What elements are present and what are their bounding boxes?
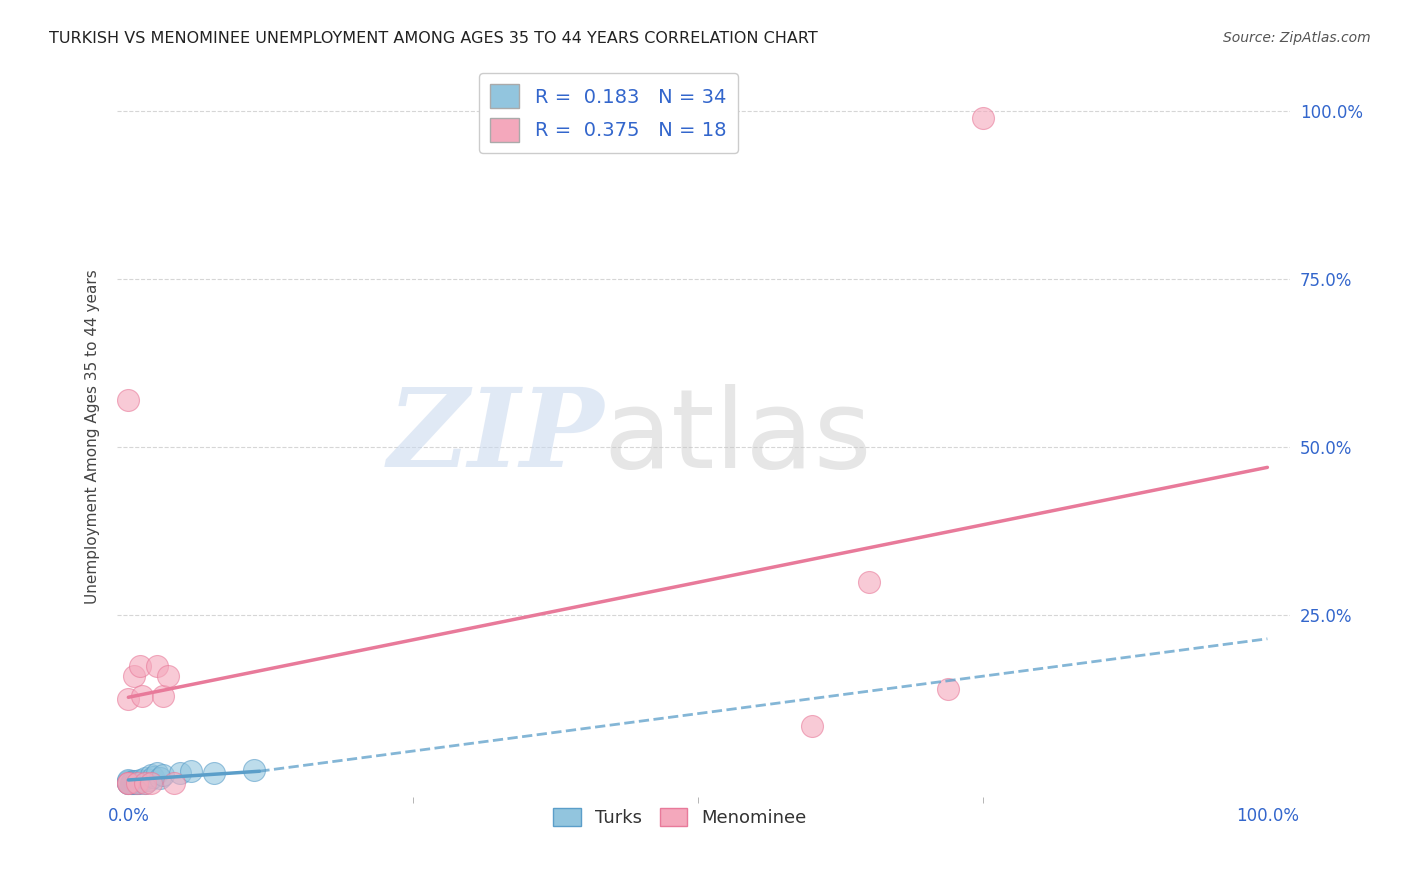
Point (131, 774, 153, 789)
Point (146, 658, 169, 673)
Text: ZIP: ZIP (387, 384, 603, 491)
Point (139, 768, 162, 782)
Legend: Turks, Menominee: Turks, Menominee (546, 801, 814, 835)
Point (128, 776, 150, 790)
Point (125, 776, 148, 790)
Point (202, 766, 225, 780)
Point (146, 766, 169, 780)
Point (127, 775, 149, 789)
Point (121, 775, 143, 789)
Point (131, 689, 153, 703)
Point (117, 776, 139, 790)
Point (121, 775, 143, 789)
Point (117, 772, 139, 787)
Point (858, 574, 880, 589)
Point (242, 763, 264, 777)
Point (125, 774, 148, 789)
Point (122, 776, 145, 790)
Point (134, 776, 156, 790)
Point (122, 776, 145, 790)
Point (800, 719, 823, 733)
Point (117, 776, 139, 790)
Point (124, 775, 146, 789)
Point (138, 772, 160, 787)
Y-axis label: Unemployment Among Ages 35 to 44 years: Unemployment Among Ages 35 to 44 years (86, 269, 100, 605)
Point (134, 776, 156, 790)
Point (120, 776, 142, 790)
Point (117, 775, 139, 789)
Point (127, 776, 149, 790)
Point (134, 771, 156, 785)
Point (152, 768, 174, 782)
Point (122, 669, 145, 683)
Point (139, 776, 162, 790)
Point (122, 773, 145, 788)
Point (938, 682, 960, 697)
Point (157, 669, 180, 683)
Point (120, 776, 142, 790)
Point (124, 776, 146, 790)
Text: atlas: atlas (603, 384, 872, 491)
Point (117, 776, 139, 790)
Point (128, 658, 150, 673)
Point (117, 692, 139, 706)
Point (117, 393, 139, 408)
Point (142, 770, 165, 784)
Point (122, 774, 145, 789)
Point (128, 772, 150, 787)
Point (163, 776, 186, 790)
Point (117, 776, 139, 790)
Point (152, 689, 174, 703)
Text: Source: ZipAtlas.com: Source: ZipAtlas.com (1223, 31, 1371, 45)
Point (117, 774, 139, 789)
Point (128, 775, 150, 789)
Text: TURKISH VS MENOMINEE UNEMPLOYMENT AMONG AGES 35 TO 44 YEARS CORRELATION CHART: TURKISH VS MENOMINEE UNEMPLOYMENT AMONG … (49, 31, 818, 46)
Point (169, 766, 191, 780)
Point (972, 111, 994, 125)
Point (149, 771, 172, 785)
Point (180, 764, 202, 779)
